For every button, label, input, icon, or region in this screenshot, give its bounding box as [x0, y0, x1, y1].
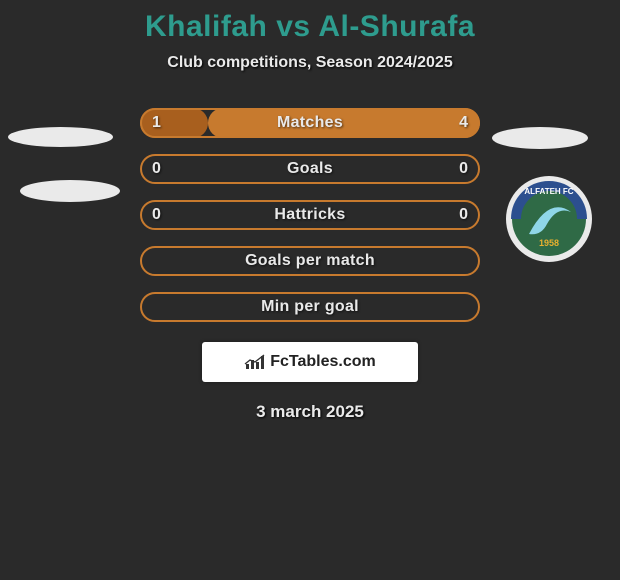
stats-area: Matches14Goals00Hattricks00Goals per mat…: [0, 108, 620, 322]
stat-value-left: 0: [152, 154, 161, 184]
comparison-card: Khalifah vs Al-Shurafa Club competitions…: [0, 0, 620, 580]
stat-row: Matches1 4: [140, 108, 480, 138]
page-title: Khalifah vs Al-Shurafa: [0, 0, 620, 44]
stat-label: Min per goal: [140, 292, 480, 322]
stat-label: Goals: [140, 154, 480, 184]
stat-label: Goals per match: [140, 246, 480, 276]
player1-name: Khalifah: [145, 10, 267, 43]
vs-text: vs: [276, 10, 310, 43]
branding-box: FcTables.com: [202, 342, 418, 382]
stat-value-right: 0: [459, 200, 468, 230]
date-text: 3 march 2025: [0, 402, 620, 422]
stat-row: Goals0 0: [140, 154, 480, 184]
stat-value-left: 0: [152, 200, 161, 230]
branding-text: FcTables.com: [270, 353, 376, 371]
stat-value-left: 1: [152, 108, 161, 138]
stat-value-right: 4: [459, 108, 468, 138]
stat-row: Goals per match: [140, 246, 480, 276]
stat-row: Hattricks0 0: [140, 200, 480, 230]
bar-chart-icon: [244, 353, 266, 371]
stat-value-right: 0: [459, 154, 468, 184]
stat-row: Min per goal: [140, 292, 480, 322]
subtitle: Club competitions, Season 2024/2025: [0, 54, 620, 72]
stat-label: Hattricks: [140, 200, 480, 230]
stat-label: Matches: [140, 108, 480, 138]
player2-name: Al-Shurafa: [318, 10, 475, 43]
